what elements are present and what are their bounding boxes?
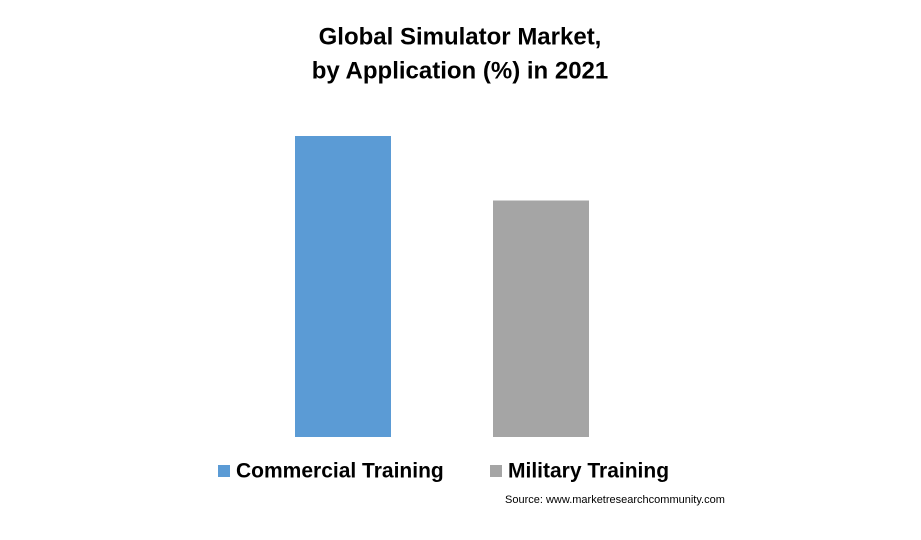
source-note: Source: www.marketresearchcommunity.com [505,494,725,506]
chart-title: Global Simulator Market, [319,23,602,50]
bar [493,200,589,437]
legend-label: Military Training [508,460,669,483]
legend-swatch [218,465,230,477]
legend-swatch [490,465,502,477]
chart-title: by Application (%) in 2021 [312,57,609,84]
legend-label: Commercial Training [236,460,444,483]
bar [295,136,391,437]
